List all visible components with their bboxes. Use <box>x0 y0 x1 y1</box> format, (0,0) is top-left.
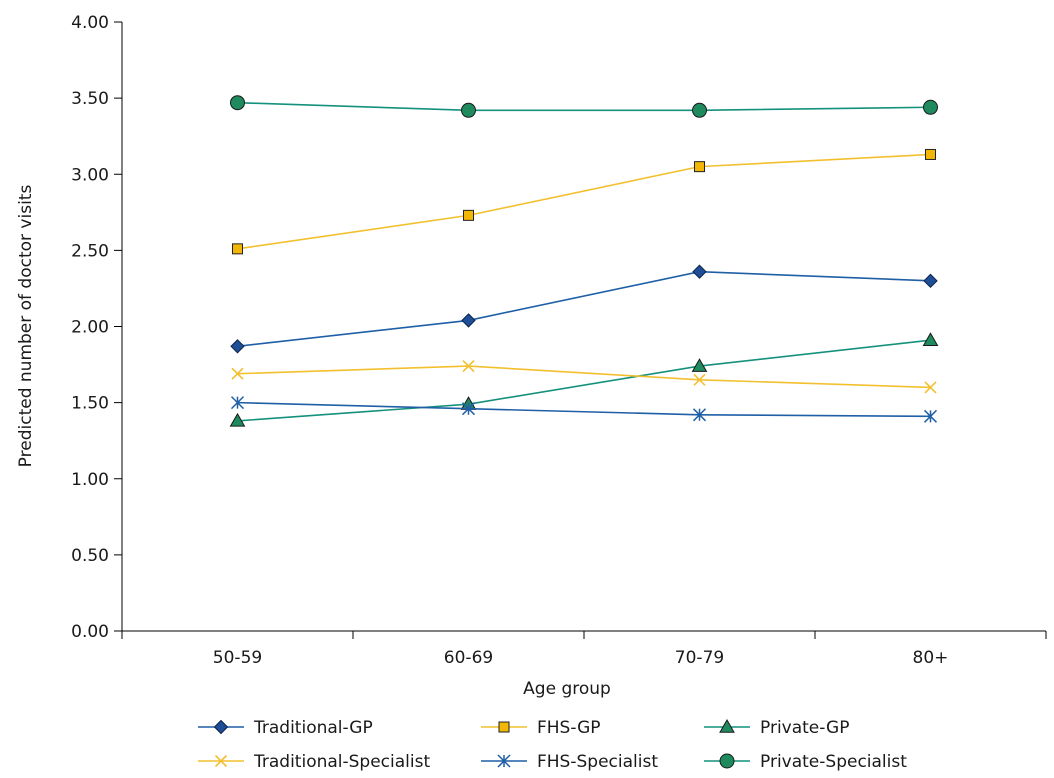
data-point-fhs-gp <box>925 148 936 160</box>
series-fhs-specialist <box>230 396 938 423</box>
y-axis-title: Predicted number of doctor visits <box>16 185 36 468</box>
axes <box>121 22 1046 632</box>
y-tick-label: 0.00 <box>71 622 109 642</box>
y-tick-label: 3.00 <box>71 165 109 185</box>
legend-marker-asterisk <box>497 754 511 768</box>
data-point-fhs-specialist <box>692 408 707 422</box>
y-tick-label: 1.00 <box>71 470 109 490</box>
x-ticks: 50-59 60-69 70-79 80+ <box>121 631 1047 668</box>
y-ticks: 0.00 0.50 1.00 1.50 2.00 2.50 3.00 3.50 4.00 <box>71 13 122 642</box>
series-traditional-gp <box>230 264 938 354</box>
y-tick-label: 2.50 <box>71 241 109 261</box>
data-point-private-specialist <box>461 102 476 118</box>
data-point-private-specialist <box>923 99 938 115</box>
legend-label: FHS-Specialist <box>537 752 658 772</box>
y-tick-label: 0.50 <box>71 546 109 566</box>
data-point-fhs-specialist <box>923 409 938 423</box>
data-point-traditional-specialist <box>924 381 937 394</box>
data-point-private-gp <box>691 358 708 372</box>
data-point-fhs-specialist <box>461 402 476 416</box>
series-line-private-specialist <box>237 101 931 112</box>
legend-marker-x <box>214 754 228 768</box>
x-axis-title: Age group <box>523 679 611 699</box>
y-tick-label: 4.00 <box>71 13 109 33</box>
data-point-private-specialist <box>692 102 707 118</box>
x-tick-label: 80+ <box>913 648 949 668</box>
series-group <box>229 95 939 427</box>
legend-marker-square <box>498 721 510 733</box>
x-tick-label: 50-59 <box>213 648 262 668</box>
data-point-private-gp <box>922 332 939 346</box>
data-point-traditional-gp <box>461 313 476 328</box>
legend-item-traditional-specialist: Traditional-Specialist <box>198 752 430 772</box>
data-point-traditional-specialist <box>231 367 244 380</box>
series-line-private-gp <box>237 339 931 422</box>
legend-item-traditional-gp: Traditional-GP <box>198 718 373 738</box>
series-fhs-gp <box>232 148 936 255</box>
data-point-fhs-gp <box>232 243 243 255</box>
data-point-fhs-gp <box>694 161 705 173</box>
x-tick-label: 60-69 <box>444 648 493 668</box>
x-tick-label: 70-79 <box>675 648 724 668</box>
legend-label: Traditional-Specialist <box>253 752 430 772</box>
series-line-fhs-gp <box>237 153 931 250</box>
legend: Traditional-GP FHS-GP Private-GP Traditiona… <box>198 718 907 772</box>
legend-item-fhs-gp: FHS-GP <box>481 718 601 738</box>
data-point-private-specialist <box>230 95 245 111</box>
series-line-traditional-gp <box>237 270 931 348</box>
y-tick-label: 2.00 <box>71 318 109 338</box>
series-traditional-specialist <box>231 360 937 394</box>
data-point-private-gp <box>229 412 246 427</box>
data-point-traditional-gp <box>230 339 245 354</box>
legend-label: Private-GP <box>760 718 849 738</box>
data-point-traditional-gp <box>923 273 938 289</box>
legend-item-private-specialist: Private-Specialist <box>704 752 907 772</box>
data-point-fhs-specialist <box>230 396 245 410</box>
legend-marker-triangle <box>719 718 735 733</box>
legend-marker-circle <box>719 753 735 769</box>
legend-item-private-gp: Private-GP <box>704 718 849 738</box>
series-private-specialist <box>230 95 938 118</box>
data-point-traditional-gp <box>692 264 707 279</box>
legend-marker-diamond <box>213 719 229 735</box>
series-private-gp <box>229 332 939 427</box>
legend-label: FHS-GP <box>537 718 601 738</box>
series-line-fhs-specialist <box>237 401 931 418</box>
legend-item-fhs-specialist: FHS-Specialist <box>481 752 658 772</box>
data-point-fhs-gp <box>463 209 474 221</box>
legend-label: Traditional-GP <box>253 718 373 738</box>
series-line-traditional-specialist <box>237 365 931 389</box>
data-point-traditional-specialist <box>693 373 706 386</box>
y-tick-label: 3.50 <box>71 89 109 109</box>
y-tick-label: 1.50 <box>71 394 109 414</box>
data-point-traditional-specialist <box>462 360 475 373</box>
legend-label: Private-Specialist <box>760 752 907 772</box>
